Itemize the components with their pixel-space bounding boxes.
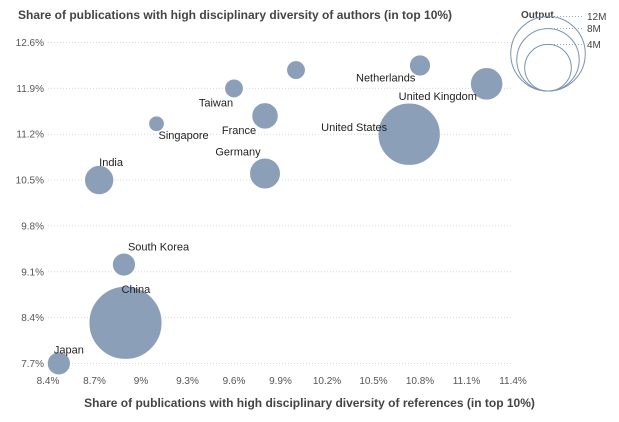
bubble-taiwan[interactable] xyxy=(224,78,244,99)
label-singapore: Singapore xyxy=(159,130,209,142)
x-tick-label: 8.7% xyxy=(83,376,106,387)
y-tick-label: 7.7% xyxy=(21,359,44,370)
y-axis-ticks: 7.7% 8.4% 9.1% 9.8% 10.5% 11.2% 11.9% 12.6% xyxy=(16,38,44,370)
x-tick-label: 11.1% xyxy=(453,376,481,387)
bubble-germany[interactable] xyxy=(249,157,281,190)
y-tick-label: 12.6% xyxy=(16,38,44,49)
y-tick-label: 9.1% xyxy=(21,267,44,278)
x-axis-ticks: 8.4% 8.7% 9% 9.3% 9.6% 9.9% 10.2% 10.5% 10.8% 11.… xyxy=(37,376,527,387)
x-axis-label: Share of publications with high discipli… xyxy=(84,396,535,410)
label-france: France xyxy=(222,125,256,137)
label-south-korea: South Korea xyxy=(128,242,190,254)
bubble-singapore[interactable] xyxy=(148,115,165,133)
legend-label-8m: 8M xyxy=(587,24,601,35)
legend-label-12m: 12M xyxy=(587,12,606,23)
legend-title: Output xyxy=(521,10,554,21)
label-united-states: United States xyxy=(321,122,388,134)
x-tick-label: 9% xyxy=(134,376,149,387)
bubble-layer xyxy=(46,54,504,376)
y-tick-label: 11.2% xyxy=(16,130,44,141)
y-tick-label: 10.5% xyxy=(16,176,44,187)
label-germany: Germany xyxy=(215,147,261,159)
y-tick-label: 9.8% xyxy=(21,221,44,232)
x-tick-label: 8.4% xyxy=(37,376,60,387)
x-tick-label: 9.3% xyxy=(176,376,199,387)
x-tick-label: 9.6% xyxy=(223,376,246,387)
bubble-united-states[interactable] xyxy=(377,102,441,166)
label-japan: Japan xyxy=(54,344,84,356)
label-layer: Japan China South Korea India Germany Singapo… xyxy=(54,72,477,356)
bubble-china[interactable] xyxy=(88,285,163,360)
x-tick-label: 10.2% xyxy=(313,376,341,387)
bubble-france[interactable] xyxy=(251,102,279,130)
label-china: China xyxy=(122,284,152,296)
label-united-kingdom: United Kingdom xyxy=(399,91,477,103)
bubble-south-korea[interactable] xyxy=(111,252,137,277)
y-tick-label: 11.9% xyxy=(16,84,44,95)
bubble-netherlands[interactable] xyxy=(408,54,432,77)
label-taiwan: Taiwan xyxy=(199,97,233,109)
legend-circle-12m xyxy=(510,15,586,92)
x-tick-label: 10.5% xyxy=(359,376,387,387)
bubble-japan[interactable] xyxy=(46,351,71,376)
chart-title: Share of publications with high discipli… xyxy=(18,8,453,22)
legend-circle-4m xyxy=(524,43,572,92)
bubble-united-kingdom[interactable] xyxy=(469,67,504,101)
x-tick-label: 11.4% xyxy=(499,376,527,387)
bubble-unlabeled[interactable] xyxy=(286,60,306,80)
x-tick-label: 9.9% xyxy=(269,376,292,387)
bubble-india[interactable] xyxy=(83,164,115,196)
legend-label-4m: 4M xyxy=(587,40,601,51)
label-india: India xyxy=(99,157,124,169)
x-tick-label: 10.8% xyxy=(406,376,434,387)
y-tick-label: 8.4% xyxy=(21,313,44,324)
label-netherlands: Netherlands xyxy=(356,72,416,84)
